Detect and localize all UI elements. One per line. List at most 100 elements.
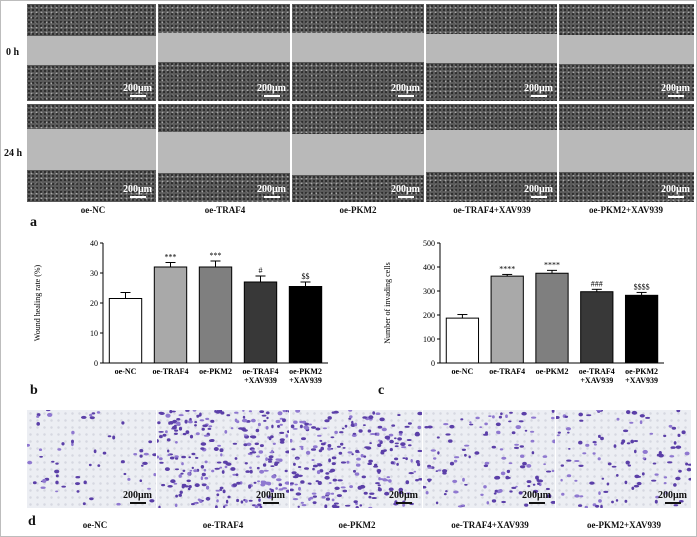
stained-cell (520, 454, 525, 458)
scratch-gap (27, 36, 156, 66)
stained-cell (263, 419, 267, 422)
y-tick-label: 10 (90, 329, 98, 338)
stained-cell (355, 463, 361, 467)
scale-bar-label: 200μm (257, 184, 286, 195)
stained-cell (55, 474, 59, 478)
stained-cell (508, 462, 513, 465)
stained-cells (423, 410, 555, 508)
stained-cell (675, 445, 682, 449)
stained-cell (671, 426, 677, 430)
stained-cell (676, 410, 681, 413)
stained-cell (178, 414, 184, 417)
stained-cell (36, 413, 41, 417)
stained-cell (295, 410, 301, 413)
stained-cell (336, 445, 341, 448)
stained-cell (286, 489, 289, 493)
stained-cell (200, 447, 205, 450)
stained-cell (102, 451, 107, 455)
stained-cell (159, 461, 164, 464)
stained-cell (312, 464, 318, 468)
panel-letter-b: b (30, 383, 38, 398)
stained-cell (670, 446, 676, 449)
cell-layer-top (426, 4, 557, 35)
stained-cell (275, 458, 281, 461)
stained-cell (530, 430, 535, 433)
stained-cell (143, 452, 149, 456)
stained-cell (359, 504, 363, 507)
stained-cell (340, 461, 347, 464)
stained-cell (357, 485, 363, 490)
scale-bar-line (397, 95, 414, 97)
stained-cell (216, 499, 219, 503)
stained-cell (524, 503, 529, 507)
stained-cell (232, 473, 237, 476)
stained-cell (206, 485, 210, 490)
stained-cell (663, 482, 667, 485)
stained-cell (574, 460, 580, 462)
stained-cell (204, 460, 208, 464)
stained-cell (299, 424, 303, 429)
stained-cell (178, 426, 183, 431)
stained-cell (226, 414, 231, 417)
stained-cell (361, 475, 366, 479)
x-tick-label: +XAV939 (580, 376, 613, 385)
stained-cell (551, 410, 555, 413)
stained-cell (598, 491, 601, 495)
stained-cell (624, 480, 628, 485)
stained-cell (384, 491, 390, 496)
scale-bar: 200μm (257, 184, 286, 198)
stained-cell (582, 452, 587, 455)
stained-cell (316, 470, 321, 475)
stained-cell (205, 417, 210, 421)
stained-cell (509, 411, 513, 414)
stained-cell (27, 443, 30, 447)
stained-cell (565, 427, 571, 431)
stained-cell (354, 472, 360, 476)
stained-cell (688, 477, 691, 481)
stained-cell (232, 442, 238, 445)
stained-cell (518, 491, 523, 495)
stained-cell (297, 466, 302, 468)
stained-cell (221, 470, 225, 474)
y-tick-label: 400 (423, 263, 435, 272)
stained-cell (167, 449, 170, 453)
stained-cell (141, 464, 144, 467)
stained-cell (480, 493, 484, 496)
scratch-gap (426, 34, 557, 64)
stained-cell (626, 442, 631, 445)
stained-cell (624, 499, 628, 503)
stained-cell (248, 499, 253, 502)
stained-cell (389, 439, 394, 444)
stained-cell (654, 473, 659, 476)
stained-cell (369, 492, 375, 495)
stained-cell (328, 458, 331, 463)
stained-cell (164, 467, 170, 471)
stained-cell (295, 458, 299, 461)
stained-cell (312, 445, 318, 449)
stained-cell (153, 473, 156, 477)
transwell-image-oe-PKM2: 200μm (290, 410, 422, 508)
y-tick-label: 0 (431, 359, 435, 368)
stained-cell (222, 489, 226, 494)
stained-cell (159, 412, 165, 415)
stained-cell (275, 419, 281, 424)
stained-cell (600, 436, 604, 441)
stained-cell (107, 435, 112, 438)
y-tick-label: 100 (423, 335, 435, 344)
stained-cell (685, 462, 689, 466)
bar (198, 266, 233, 364)
stained-cell (611, 500, 614, 504)
stained-cell (271, 424, 274, 429)
transwell-label-oe-traf4: oe-TRAF4 (202, 520, 244, 530)
wound-healing-rate-chart: 0 10 20 30 40 Wound healing rate (%) oe-NC *** o… (33, 239, 328, 385)
stained-cell (469, 421, 472, 424)
stained-cell (322, 427, 328, 430)
stained-cell (230, 427, 234, 430)
scale-bar: 200μm (661, 184, 690, 198)
stained-cell (266, 495, 272, 499)
stained-cell (246, 442, 252, 446)
stained-cell (621, 439, 626, 443)
scale-bar-label: 200μm (524, 83, 553, 94)
stained-cell (654, 499, 658, 504)
stained-cell (224, 465, 228, 469)
